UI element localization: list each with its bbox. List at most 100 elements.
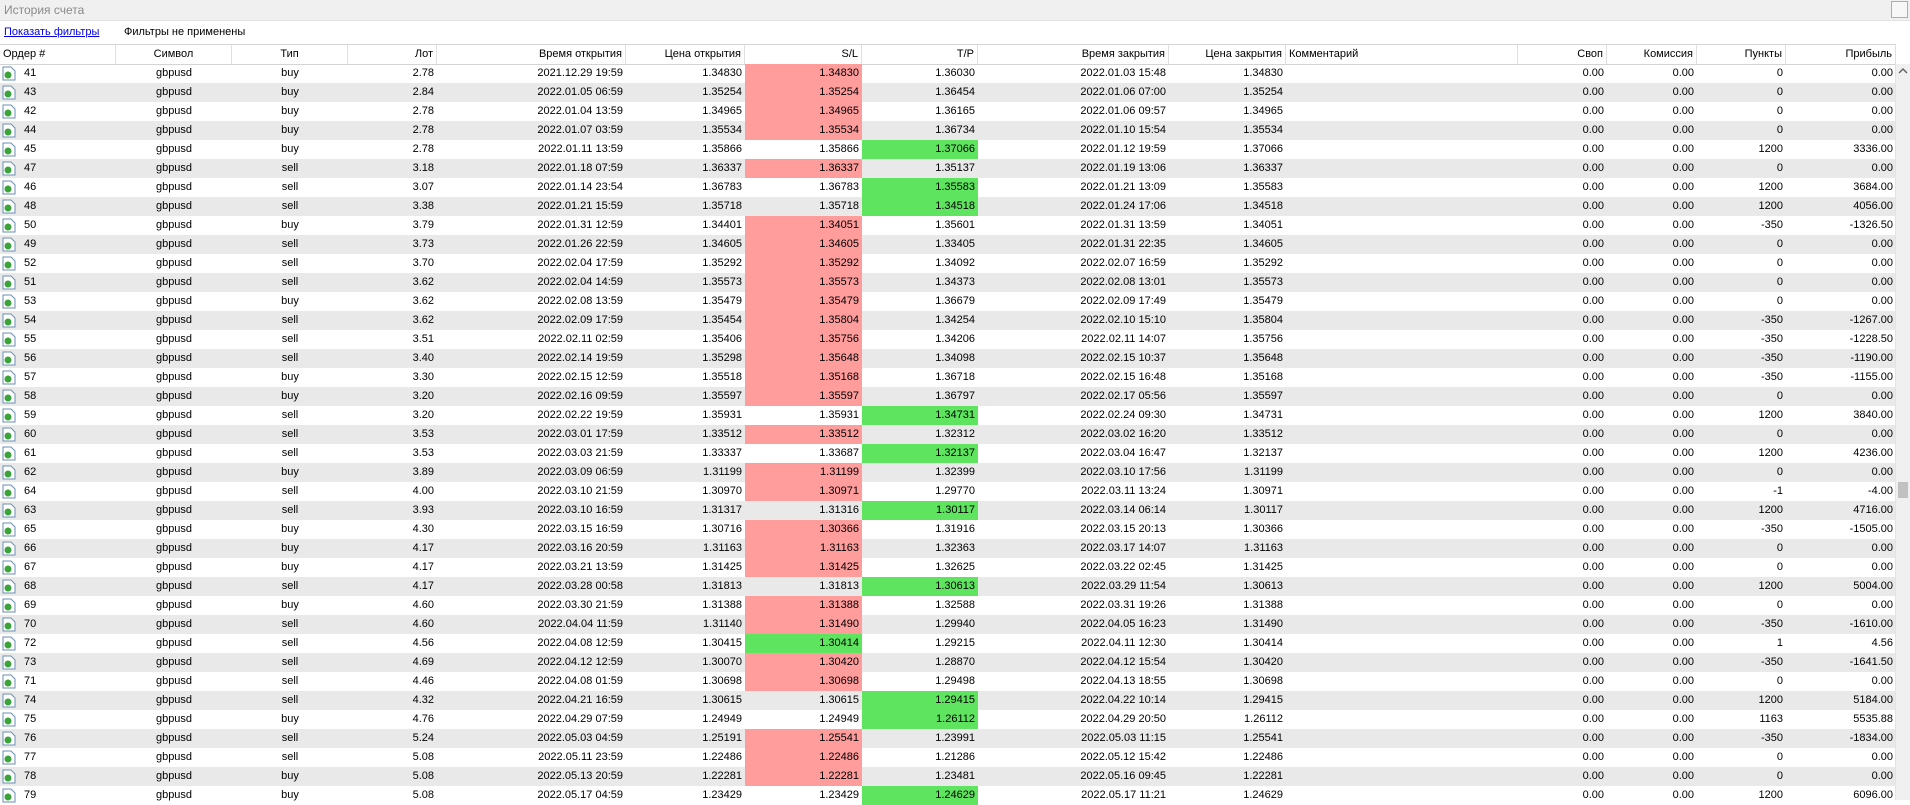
cell-lot: 3.93	[412, 504, 434, 516]
cell-swap: 0.00	[1582, 86, 1604, 98]
column-header-comment[interactable]: Комментарий	[1286, 45, 1518, 64]
cell-symbol: gbpusd	[155, 504, 193, 516]
table-row[interactable]: 48 gbpusd sell 3.38 2022.01.21 15:59 1.35718 1…	[0, 197, 1896, 216]
table-row[interactable]: 51 gbpusd sell 3.62 2022.02.04 14:59 1.35573 1…	[0, 273, 1896, 292]
order-number-text: 61	[24, 447, 37, 459]
table-row[interactable]: 77 gbpusd sell 5.08 2022.05.11 23:59 1.22486 1…	[0, 748, 1896, 767]
cell-swap: 0.00	[1582, 713, 1604, 725]
cell-open-price: 1.31425	[702, 561, 742, 573]
cell-profit: 3840.00	[1853, 409, 1893, 421]
table-row[interactable]: 58 gbpusd buy 3.20 2022.02.16 09:59 1.35597 1.…	[0, 387, 1896, 406]
column-header-symbol[interactable]: Символ	[116, 45, 232, 64]
table-row[interactable]: 52 gbpusd sell 3.70 2022.02.04 17:59 1.35292 1…	[0, 254, 1896, 273]
table-row[interactable]: 59 gbpusd sell 3.20 2022.02.22 19:59 1.35931 1…	[0, 406, 1896, 425]
order-number-text: 73	[24, 656, 37, 668]
table-row[interactable]: 54 gbpusd sell 3.62 2022.02.09 17:59 1.35454 1…	[0, 311, 1896, 330]
column-header-type[interactable]: Тип	[232, 45, 348, 64]
cell-stop-loss: 1.35168	[745, 368, 862, 387]
column-header-open-time[interactable]: Время открытия	[437, 45, 626, 64]
cell-swap: 0.00	[1582, 580, 1604, 592]
table-row[interactable]: 66 gbpusd buy 4.17 2022.03.16 20:59 1.31163 1.…	[0, 539, 1896, 558]
cell-type: sell	[281, 200, 299, 212]
cell-take-profit: 1.36030	[935, 67, 975, 79]
table-row[interactable]: 76 gbpusd sell 5.24 2022.05.03 04:59 1.25191 1…	[0, 729, 1896, 748]
table-row[interactable]: 46 gbpusd sell 3.07 2022.01.14 23:54 1.36783 1…	[0, 178, 1896, 197]
order-document-icon	[2, 750, 16, 765]
cell-swap: 0.00	[1582, 770, 1604, 782]
table-row[interactable]: 44 gbpusd buy 2.78 2022.01.07 03:59 1.35534 1.…	[0, 121, 1896, 140]
table-row[interactable]: 74 gbpusd sell 4.32 2022.04.21 16:59 1.30615 1…	[0, 691, 1896, 710]
table-row[interactable]: 68 gbpusd sell 4.17 2022.03.28 00:58 1.31813 1…	[0, 577, 1896, 596]
column-header-close-time[interactable]: Время закрытия	[978, 45, 1169, 64]
cell-type: buy	[281, 124, 299, 136]
table-row[interactable]: 69 gbpusd buy 4.60 2022.03.30 21:59 1.31388 1.…	[0, 596, 1896, 615]
cell-take-profit: 1.34092	[935, 257, 975, 269]
table-row[interactable]: 70 gbpusd sell 4.60 2022.04.04 11:59 1.31140 1…	[0, 615, 1896, 634]
table-row[interactable]: 78 gbpusd buy 5.08 2022.05.13 20:59 1.22281 1.…	[0, 767, 1896, 786]
column-header-close-price[interactable]: Цена закрытия	[1169, 45, 1286, 64]
table-row[interactable]: 57 gbpusd buy 3.30 2022.02.15 12:59 1.35518 1.…	[0, 368, 1896, 387]
cell-order-number: 62	[0, 463, 116, 482]
cell-open-time: 2022.03.15 16:59	[537, 523, 623, 535]
table-row[interactable]: 45 gbpusd buy 2.78 2022.01.11 13:59 1.35866 1.…	[0, 140, 1896, 159]
table-row[interactable]: 41 gbpusd buy 2.78 2021.12.29 19:59 1.34830 1.…	[0, 64, 1896, 83]
table-row[interactable]: 61 gbpusd sell 3.53 2022.03.03 21:59 1.33337 1…	[0, 444, 1896, 463]
column-header-commission[interactable]: Комиссия	[1607, 45, 1697, 64]
order-number-text: 70	[24, 618, 37, 630]
table-row[interactable]: 55 gbpusd sell 3.51 2022.02.11 02:59 1.35406 1…	[0, 330, 1896, 349]
table-row[interactable]: 65 gbpusd buy 4.30 2022.03.15 16:59 1.30716 1.…	[0, 520, 1896, 539]
table-row[interactable]: 63 gbpusd sell 3.93 2022.03.10 16:59 1.31317 1…	[0, 501, 1896, 520]
window-control-button[interactable]	[1891, 1, 1908, 18]
cell-commission: 0.00	[1672, 105, 1694, 117]
cell-take-profit: 1.31916	[935, 523, 975, 535]
cell-lot: 3.18	[412, 162, 434, 174]
column-header-swap[interactable]: Своп	[1518, 45, 1607, 64]
vertical-scrollbar[interactable]	[1895, 64, 1910, 800]
cell-close-time: 2022.03.29 11:54	[1081, 580, 1166, 592]
cell-open-time: 2022.02.22 19:59	[537, 409, 623, 421]
column-header-points[interactable]: Пункты	[1697, 45, 1786, 64]
column-header-stop-loss[interactable]: S/L	[745, 45, 862, 64]
table-row[interactable]: 49 gbpusd sell 3.73 2022.01.26 22:59 1.34605 1…	[0, 235, 1896, 254]
table-row[interactable]: 71 gbpusd sell 4.46 2022.04.08 01:59 1.30698 1…	[0, 672, 1896, 691]
cell-order-number: 47	[0, 159, 116, 178]
column-header-open-price[interactable]: Цена открытия	[626, 45, 745, 64]
order-document-icon	[2, 769, 16, 784]
scrollbar-thumb[interactable]	[1898, 482, 1908, 498]
table-row[interactable]: 72 gbpusd sell 4.56 2022.04.08 12:59 1.30415 1…	[0, 634, 1896, 653]
cell-close-price: 1.34051	[1243, 219, 1283, 231]
cell-profit: 0.00	[1871, 276, 1893, 288]
column-header-take-profit[interactable]: T/P	[862, 45, 978, 64]
show-filters-link[interactable]: Показать фильтры	[4, 26, 100, 38]
table-row[interactable]: 73 gbpusd sell 4.69 2022.04.12 12:59 1.30070 1…	[0, 653, 1896, 672]
table-row[interactable]: 56 gbpusd sell 3.40 2022.02.14 19:59 1.35298 1…	[0, 349, 1896, 368]
cell-take-profit: 1.26112	[862, 710, 978, 729]
table-row[interactable]: 43 gbpusd buy 2.84 2022.01.05 06:59 1.35254 1.…	[0, 83, 1896, 102]
cell-open-price: 1.24949	[702, 713, 742, 725]
cell-lot: 2.78	[412, 67, 434, 79]
table-row[interactable]: 67 gbpusd buy 4.17 2022.03.21 13:59 1.31425 1.…	[0, 558, 1896, 577]
scroll-up-arrow-icon[interactable]	[1896, 64, 1910, 78]
cell-points: 1200	[1758, 143, 1783, 155]
cell-swap: 0.00	[1582, 751, 1604, 763]
cell-close-price: 1.35573	[1243, 276, 1283, 288]
table-row[interactable]: 42 gbpusd buy 2.78 2022.01.04 13:59 1.34965 1.…	[0, 102, 1896, 121]
table-row[interactable]: 53 gbpusd buy 3.62 2022.02.08 13:59 1.35479 1.…	[0, 292, 1896, 311]
table-row[interactable]: 75 gbpusd buy 4.76 2022.04.29 07:59 1.24949 1.…	[0, 710, 1896, 729]
table-row[interactable]: 50 gbpusd buy 3.79 2022.01.31 12:59 1.34401 1.…	[0, 216, 1896, 235]
table-row[interactable]: 64 gbpusd sell 4.00 2022.03.10 21:59 1.30970 1…	[0, 482, 1896, 501]
table-row[interactable]: 62 gbpusd buy 3.89 2022.03.09 06:59 1.31199 1.…	[0, 463, 1896, 482]
cell-take-profit: 1.23481	[935, 770, 975, 782]
column-header-order-number[interactable]: Ордер #	[0, 45, 116, 64]
cell-close-time: 2022.04.05 16:23	[1080, 618, 1166, 630]
cell-type: sell	[281, 276, 299, 288]
table-row[interactable]: 79 gbpusd buy 5.08 2022.05.17 04:59 1.23429 1.…	[0, 786, 1896, 805]
cell-close-time: 2022.01.31 13:59	[1080, 219, 1166, 231]
table-row[interactable]: 60 gbpusd sell 3.53 2022.03.01 17:59 1.33512 1…	[0, 425, 1896, 444]
cell-points: 1200	[1758, 504, 1783, 516]
table-row[interactable]: 47 gbpusd sell 3.18 2022.01.18 07:59 1.36337 1…	[0, 159, 1896, 178]
cell-swap: 0.00	[1582, 409, 1604, 421]
column-header-lot[interactable]: Лот	[348, 45, 437, 64]
cell-take-profit: 1.23991	[935, 732, 975, 744]
column-header-profit[interactable]: Прибыль	[1786, 45, 1896, 64]
